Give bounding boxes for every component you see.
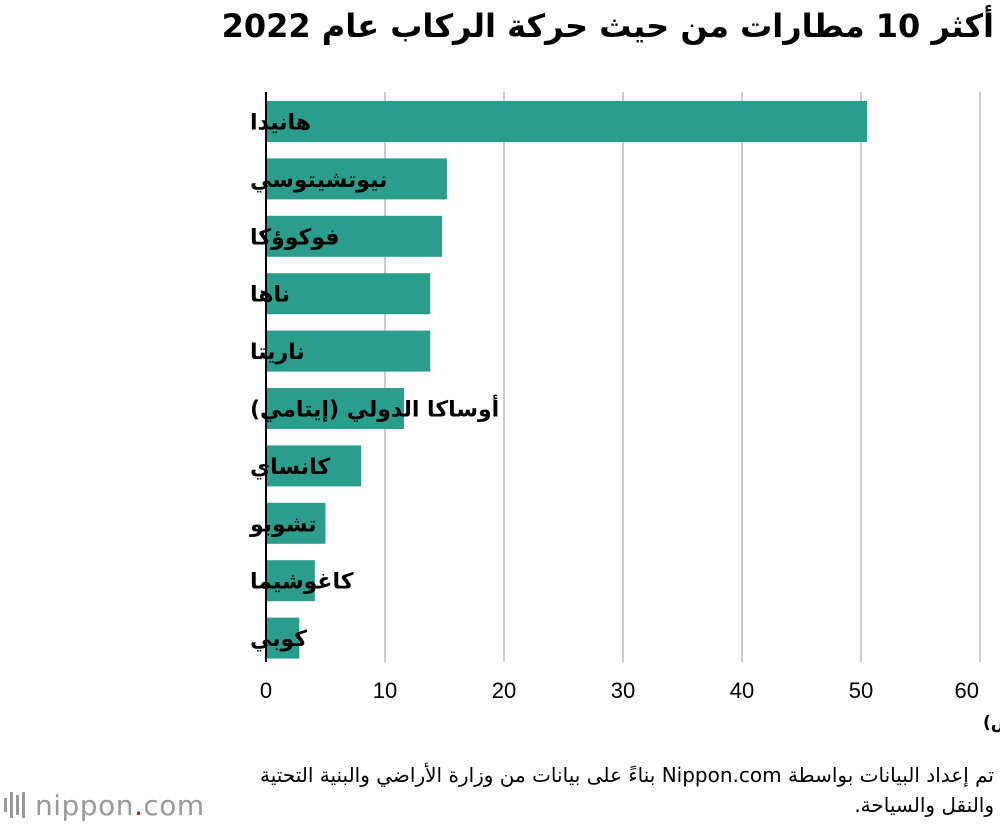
category-label-9: كوبي (250, 627, 307, 652)
tick-labels: 0 10 20 30 40 50 60 (260, 678, 979, 703)
bars (266, 101, 867, 659)
category-label-6: كانساي (250, 455, 330, 480)
tick-label-0: 0 (260, 678, 272, 703)
bar-3 (266, 273, 431, 315)
tick-label-20: 20 (492, 678, 516, 703)
category-label-3: ناها (250, 283, 290, 308)
category-label-0: هانيدا (250, 111, 311, 136)
logo-text: nippon.com (35, 788, 205, 822)
logo-bars-icon (4, 792, 25, 818)
nippon-logo: nippon.com (4, 787, 205, 823)
bar-1 (266, 158, 447, 200)
category-label-1: نيوتشيتوسي (250, 168, 387, 193)
tick-label-30: 30 (611, 678, 635, 703)
bar-6 (266, 445, 362, 487)
bar-0 (266, 101, 867, 142)
source-note: تم إعداد البيانات بواسطة Nippon.com بناء… (260, 763, 994, 817)
bar-chart: هانيدا نيوتشيتوسي فوكوؤكا ناها ناريتا أوساكا … (249, 92, 1000, 733)
category-label-2: فوكوؤكا (250, 225, 340, 250)
bar-2 (266, 215, 443, 257)
grid-lines (384, 92, 981, 662)
category-labels: هانيدا نيوتشيتوسي فوكوؤكا ناها ناريتا أوساكا … (249, 111, 499, 653)
category-label-8: كاغوشيما (250, 570, 354, 595)
category-label-5: أوساكا الدولي (إيتامي) (250, 394, 499, 423)
bar-7 (266, 502, 326, 544)
category-label-4: ناريتا (250, 340, 305, 365)
bar-4 (266, 330, 431, 372)
bar-5 (266, 388, 405, 429)
tick-label-40: 40 (730, 678, 754, 703)
bar-8 (266, 560, 315, 602)
tick-label-50: 50 (849, 678, 873, 703)
tick-label-10: 10 (373, 678, 397, 703)
bar-9 (266, 617, 300, 659)
chart-title: أكثر 10 مطارات من حيث حركة الركاب عام 20… (221, 7, 994, 45)
tick-label-60: 60 (955, 678, 979, 703)
category-label-7: تشوبو (249, 512, 317, 537)
x-axis-unit-label: (مليون شخص) (983, 713, 1000, 733)
